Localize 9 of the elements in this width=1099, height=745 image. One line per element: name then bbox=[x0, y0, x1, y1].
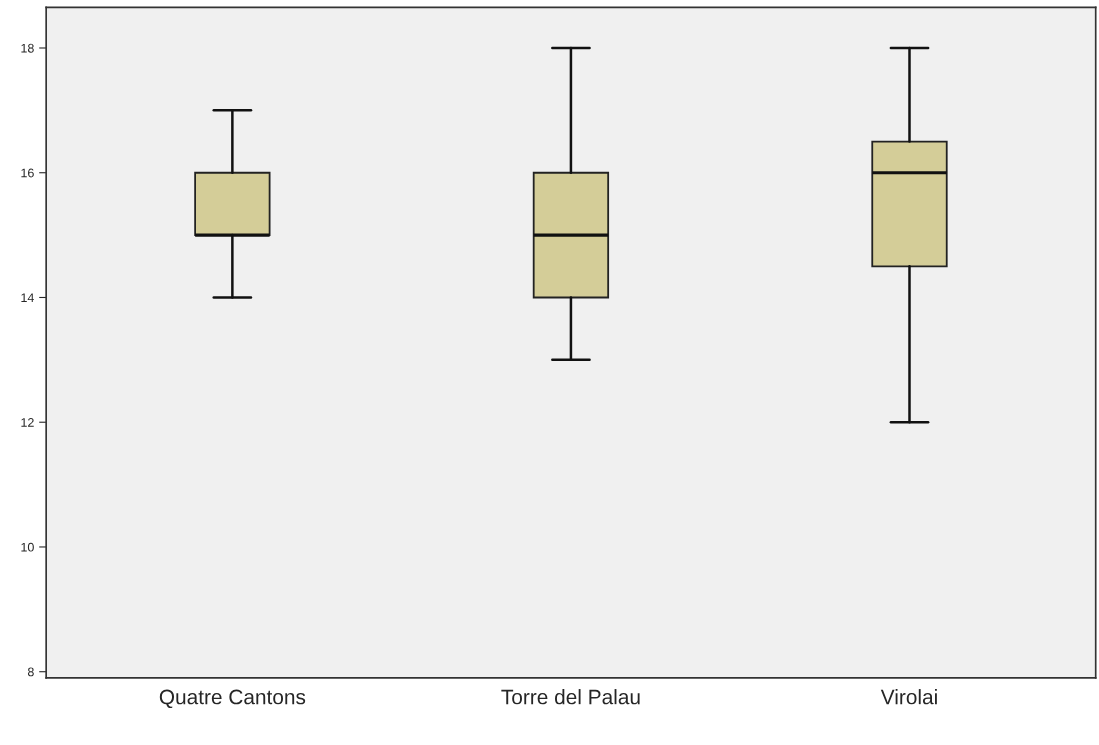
x-tick-label: Torre del Palau bbox=[501, 689, 640, 705]
y-tick-label: 18 bbox=[21, 43, 34, 53]
x-tick-label: Virolai bbox=[880, 689, 937, 705]
x-tick-label: Quatre Cantons bbox=[159, 689, 306, 709]
y-tick-label: 12 bbox=[21, 418, 34, 427]
y-tick-label: 8 bbox=[27, 667, 34, 677]
y-tick-label: 16 bbox=[21, 168, 34, 178]
y-tick-label: 10 bbox=[21, 542, 34, 552]
y-tick-label: 14 bbox=[21, 293, 34, 303]
